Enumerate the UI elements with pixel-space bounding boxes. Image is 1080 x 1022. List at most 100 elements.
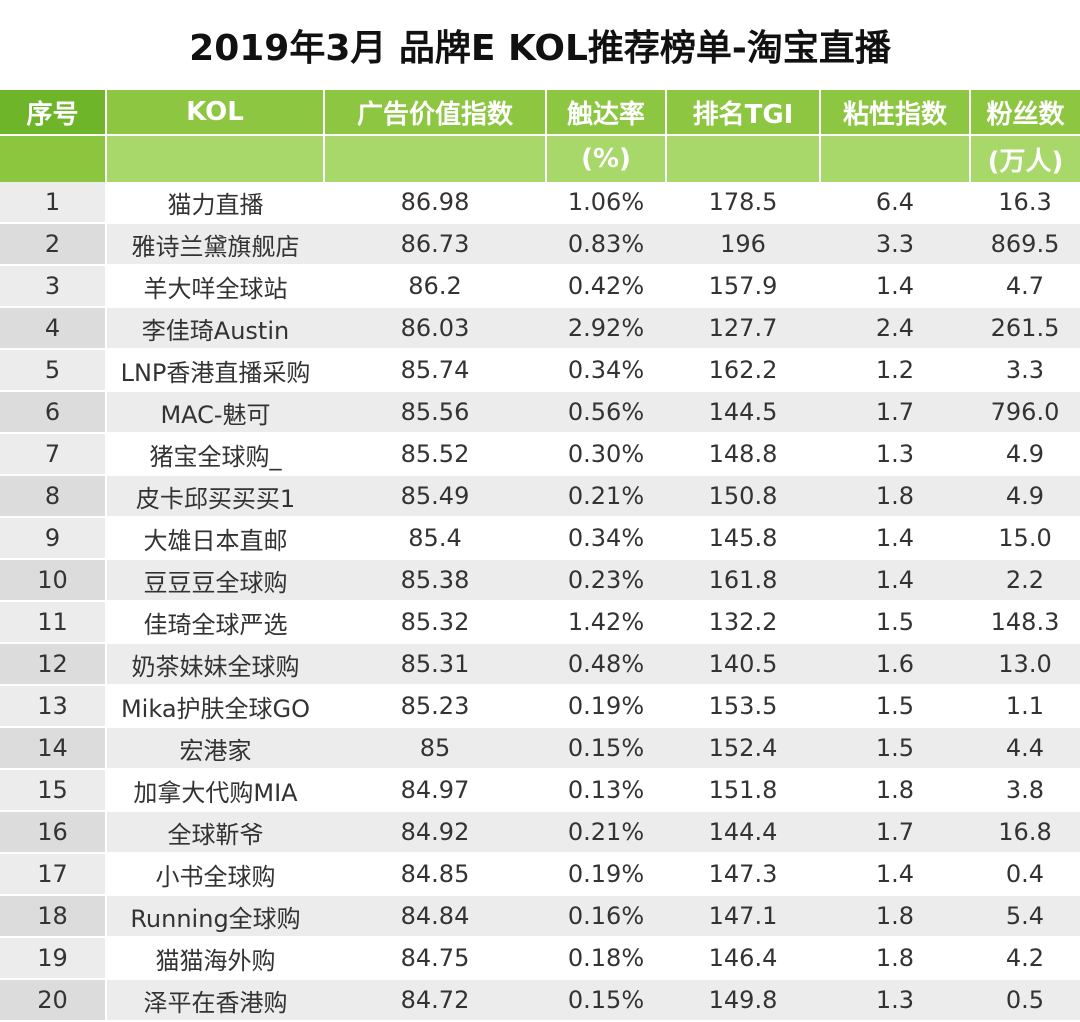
- cell-kol-name: Mika护肤全球GO: [106, 685, 324, 728]
- kol-ranking-table: 序号 KOL 广告价值指数 触达率 排名TGI 粘性指数 粉丝数 (%) (万人…: [0, 90, 1080, 1022]
- cell-stickiness-index: 1.7: [820, 391, 970, 434]
- cell-stickiness-index: 1.7: [820, 811, 970, 854]
- cell-ad-value-index: 86.03: [324, 307, 546, 350]
- cell-stickiness-index: 1.8: [820, 475, 970, 518]
- table-header: 序号 KOL 广告价值指数 触达率 排名TGI 粘性指数 粉丝数 (%) (万人…: [0, 90, 1080, 182]
- cell-followers: 3.3: [970, 349, 1080, 392]
- cell-followers: 2.2: [970, 559, 1080, 602]
- cell-followers: 4.2: [970, 937, 1080, 980]
- cell-reach-rate: 0.23%: [546, 559, 666, 602]
- cell-ad-value-index: 86.2: [324, 265, 546, 308]
- cell-followers: 796.0: [970, 391, 1080, 434]
- cell-reach-rate: 1.06%: [546, 182, 666, 224]
- cell-ad-value-index: 85.4: [324, 517, 546, 560]
- cell-ranking-tgi: 157.9: [666, 265, 820, 308]
- cell-kol-name: 猪宝全球购_: [106, 433, 324, 476]
- header-stickiness-index: 粘性指数: [820, 90, 971, 136]
- cell-index: 4: [0, 307, 107, 350]
- header-ad-value-index: 广告价值指数: [324, 90, 547, 136]
- cell-ranking-tgi: 161.8: [666, 559, 820, 602]
- cell-reach-rate: 0.15%: [546, 979, 666, 1022]
- cell-ad-value-index: 86.73: [324, 223, 546, 266]
- cell-index: 3: [0, 265, 107, 308]
- cell-kol-name: 宏港家: [106, 727, 324, 770]
- cell-ranking-tgi: 151.8: [666, 769, 820, 812]
- cell-kol-name: 小书全球购: [106, 853, 324, 896]
- table-row: 17 小书全球购 84.85 0.19% 147.3 1.4 0.4: [0, 853, 1080, 896]
- cell-kol-name: 大雄日本直邮: [106, 517, 324, 560]
- cell-followers: 5.4: [970, 895, 1080, 938]
- cell-stickiness-index: 1.5: [820, 685, 970, 728]
- cell-index: 10: [0, 559, 107, 602]
- cell-stickiness-index: 1.5: [820, 727, 970, 770]
- table-row: 14 宏港家 85 0.15% 152.4 1.5 4.4: [0, 727, 1080, 770]
- cell-ranking-tgi: 149.8: [666, 979, 820, 1022]
- header-ranking-tgi-sub: [666, 135, 821, 182]
- table-row: 13 Mika护肤全球GO 85.23 0.19% 153.5 1.5 1.1: [0, 685, 1080, 728]
- cell-ranking-tgi: 132.2: [666, 601, 820, 644]
- cell-kol-name: MAC-魅可: [106, 391, 324, 434]
- cell-stickiness-index: 1.2: [820, 349, 970, 392]
- cell-ranking-tgi: 144.4: [666, 811, 820, 854]
- cell-kol-name: 豆豆豆全球购: [106, 559, 324, 602]
- cell-followers: 0.5: [970, 979, 1080, 1022]
- table-row: 6 MAC-魅可 85.56 0.56% 144.5 1.7 796.0: [0, 391, 1080, 434]
- page-title: 2019年3月 品牌E KOL推荐榜单-淘宝直播: [189, 28, 891, 69]
- cell-stickiness-index: 6.4: [820, 182, 970, 224]
- cell-ranking-tgi: 152.4: [666, 727, 820, 770]
- cell-reach-rate: 0.34%: [546, 517, 666, 560]
- cell-ranking-tgi: 127.7: [666, 307, 820, 350]
- cell-followers: 148.3: [970, 601, 1080, 644]
- cell-kol-name: 全球靳爷: [106, 811, 324, 854]
- table-row: 11 佳琦全球严选 85.32 1.42% 132.2 1.5 148.3: [0, 601, 1080, 644]
- table-row: 2 雅诗兰黛旗舰店 86.73 0.83% 196 3.3 869.5: [0, 223, 1080, 266]
- cell-reach-rate: 2.92%: [546, 307, 666, 350]
- table-row: 12 奶茶妹妹全球购 85.31 0.48% 140.5 1.6 13.0: [0, 643, 1080, 686]
- cell-reach-rate: 0.19%: [546, 685, 666, 728]
- cell-kol-name: 加拿大代购MIA: [106, 769, 324, 812]
- cell-kol-name: LNP香港直播采购: [106, 349, 324, 392]
- cell-reach-rate: 0.21%: [546, 475, 666, 518]
- cell-followers: 869.5: [970, 223, 1080, 266]
- cell-ad-value-index: 85.74: [324, 349, 546, 392]
- cell-reach-rate: 1.42%: [546, 601, 666, 644]
- cell-index: 1: [0, 182, 107, 224]
- cell-ad-value-index: 85.49: [324, 475, 546, 518]
- cell-ranking-tgi: 147.1: [666, 895, 820, 938]
- cell-ranking-tgi: 178.5: [666, 182, 820, 224]
- cell-reach-rate: 0.30%: [546, 433, 666, 476]
- cell-index: 12: [0, 643, 107, 686]
- cell-ad-value-index: 85.31: [324, 643, 546, 686]
- cell-stickiness-index: 1.6: [820, 643, 970, 686]
- cell-reach-rate: 0.13%: [546, 769, 666, 812]
- cell-index: 8: [0, 475, 107, 518]
- cell-index: 16: [0, 811, 107, 854]
- cell-stickiness-index: 1.8: [820, 895, 970, 938]
- table-body: 1 猫力直播 86.98 1.06% 178.5 6.4 16.3 2 雅诗兰黛旗舰店 86.73…: [0, 182, 1080, 1022]
- cell-index: 9: [0, 517, 107, 560]
- cell-index: 11: [0, 601, 107, 644]
- cell-ad-value-index: 84.72: [324, 979, 546, 1022]
- table-row: 20 泽平在香港购 84.72 0.15% 149.8 1.3 0.5: [0, 979, 1080, 1022]
- cell-ranking-tgi: 147.3: [666, 853, 820, 896]
- cell-reach-rate: 0.42%: [546, 265, 666, 308]
- cell-kol-name: 奶茶妹妹全球购: [106, 643, 324, 686]
- cell-kol-name: 泽平在香港购: [106, 979, 324, 1022]
- cell-followers: 16.8: [970, 811, 1080, 854]
- cell-followers: 4.4: [970, 727, 1080, 770]
- cell-ad-value-index: 85.23: [324, 685, 546, 728]
- table-row: 1 猫力直播 86.98 1.06% 178.5 6.4 16.3: [0, 182, 1080, 224]
- cell-stickiness-index: 1.3: [820, 433, 970, 476]
- cell-ranking-tgi: 146.4: [666, 937, 820, 980]
- cell-ad-value-index: 84.92: [324, 811, 546, 854]
- cell-index: 13: [0, 685, 107, 728]
- cell-followers: 261.5: [970, 307, 1080, 350]
- cell-ad-value-index: 86.98: [324, 182, 546, 224]
- header-kol-sub: [106, 135, 325, 182]
- cell-ranking-tgi: 162.2: [666, 349, 820, 392]
- cell-followers: 4.9: [970, 475, 1080, 518]
- header-reach-rate: 触达率: [546, 90, 667, 136]
- cell-kol-name: 猫力直播: [106, 182, 324, 224]
- cell-followers: 3.8: [970, 769, 1080, 812]
- cell-ad-value-index: 85.52: [324, 433, 546, 476]
